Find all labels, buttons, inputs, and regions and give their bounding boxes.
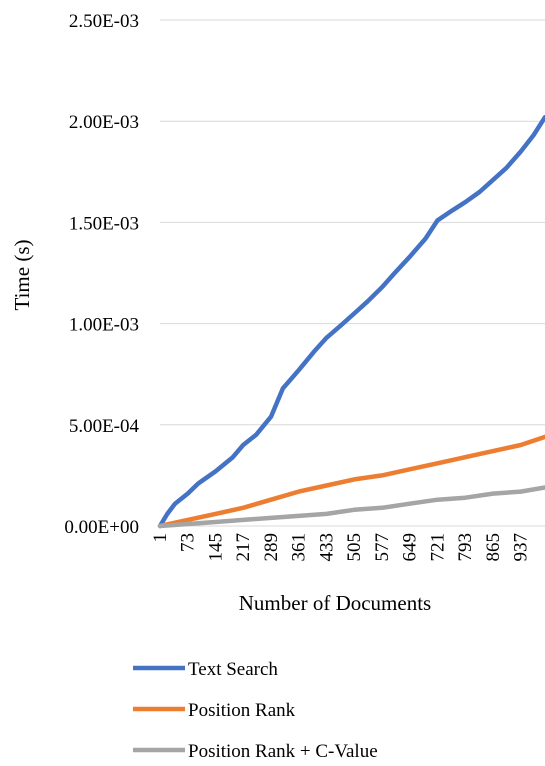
x-tick-label: 217 <box>233 533 254 562</box>
x-tick-label: 1 <box>150 533 171 543</box>
x-tick-label: 793 <box>455 533 476 562</box>
y-axis-title: Time (s) <box>10 240 34 311</box>
y-tick-label: 2.50E-03 <box>69 11 139 32</box>
series-line-3 <box>157 485 545 529</box>
x-tick-label: 289 <box>261 533 282 562</box>
x-tick-label: 505 <box>344 533 365 562</box>
series-line-2 <box>157 434 545 529</box>
x-tick-label: 937 <box>511 533 532 562</box>
series-line-1 <box>157 114 545 529</box>
x-tick-label: 865 <box>483 533 504 562</box>
x-tick-label: 361 <box>289 533 310 562</box>
legend-label: Position Rank + C-Value <box>188 741 378 762</box>
x-tick-label: 433 <box>316 533 337 562</box>
series-lines <box>157 114 545 529</box>
x-tick-label: 73 <box>178 533 199 552</box>
x-axis-title: Number of Documents <box>239 591 431 615</box>
y-tick-label: 1.50E-03 <box>69 213 139 234</box>
x-tick-label: 577 <box>372 533 393 562</box>
gridlines <box>160 19 545 426</box>
x-tick-label: 649 <box>400 533 421 562</box>
legend-label: Position Rank <box>188 700 296 721</box>
x-tick-label: 145 <box>205 533 226 562</box>
y-tick-label: 2.00E-03 <box>69 112 139 133</box>
y-tick-label: 1.00E-03 <box>69 315 139 336</box>
legend: Text Search Position Rank Position Rank + … <box>133 659 378 762</box>
x-tick-labels: 1 73 145 217 289 361 433 505 577 649 721 793 865 937 <box>150 533 532 562</box>
y-tick-label: 0.00E+00 <box>64 517 139 538</box>
y-tick-label: 5.00E-04 <box>69 416 140 437</box>
y-tick-labels: 0.00E+00 5.00E-04 1.00E-03 1.50E-03 2.00E-03… <box>64 11 139 538</box>
legend-label: Text Search <box>188 659 278 680</box>
x-tick-label: 721 <box>427 533 448 562</box>
